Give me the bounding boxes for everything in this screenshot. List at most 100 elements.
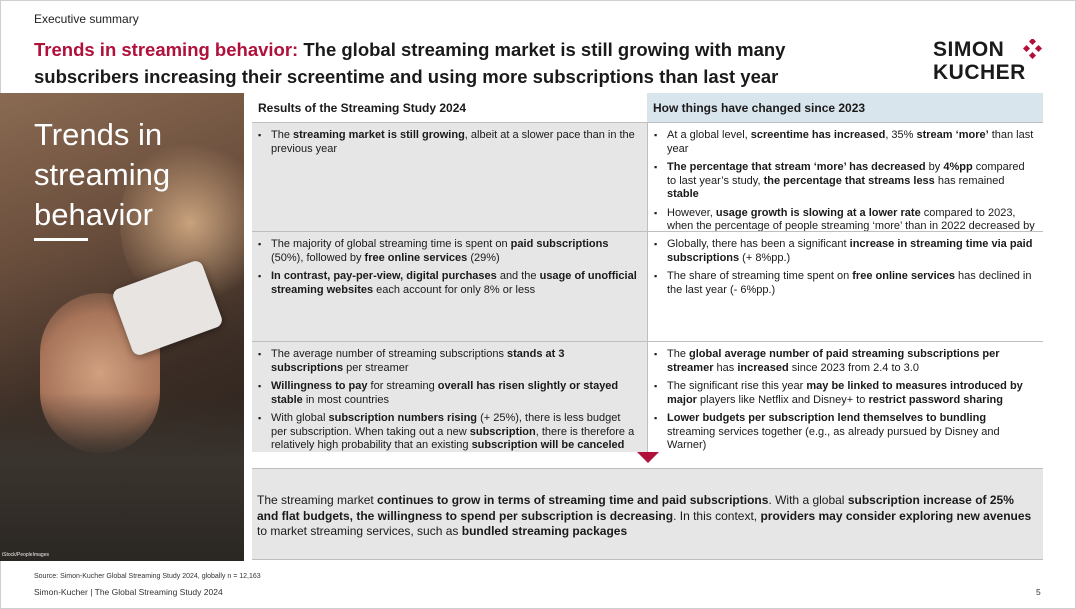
photo-credit: iStock/PeopleImages: [2, 552, 49, 558]
text-run: players like Netflix and Disney+ to: [696, 393, 869, 406]
text-run: and the: [496, 270, 540, 282]
bold-text: increased: [737, 361, 789, 374]
results-cell-3: The average number of streaming subscrip…: [252, 342, 647, 452]
bold-text: usage of unofficial streaming websites: [271, 270, 637, 296]
text-run: . In this context,: [673, 508, 761, 523]
bold-text: subscription: [469, 425, 536, 438]
summary-box: The streaming market continues to grow i…: [252, 468, 1043, 560]
changes-cell-2: Globally, there has been a significant i…: [647, 232, 1043, 341]
text-run: (29%): [467, 251, 500, 264]
right-column-header: How things have changed since 2023: [647, 93, 1043, 123]
bullet-item: Willingness to pay for streaming overall…: [252, 380, 639, 407]
bold-text: screentime has increased: [750, 129, 886, 141]
left-column-header: Results of the Streaming Study 2024: [252, 93, 647, 123]
bold-text: restrict password sharing: [868, 393, 1003, 406]
bold-text: free online services: [364, 251, 468, 264]
changes-cell-1: At a global level, screentime has increa…: [647, 123, 1043, 246]
text-run: (+ 25%), there is less budget per subscr…: [271, 412, 621, 438]
text-run: than last year: [667, 129, 1034, 155]
text-run: . With a global: [768, 493, 848, 507]
text-run: compared to 2023, when the percentage of…: [667, 206, 1035, 246]
bold-text: increase in streaming time via paid subs…: [667, 238, 1033, 264]
bold-text: stream ‘more’: [916, 129, 989, 141]
bullet-item: At a global level, screentime has increa…: [648, 129, 1035, 156]
bold-text: streaming market: [293, 129, 385, 141]
text-run: , 35%: [885, 129, 917, 141]
title-main: The global streaming market is still gro…: [34, 39, 786, 87]
text-run: (+ 8%pp.): [739, 251, 791, 264]
bold-text: subscription numbers rising: [328, 412, 478, 424]
hero-photo: [0, 93, 244, 561]
bold-text: the percentage that streams less: [763, 174, 935, 187]
text-run: in most countries: [302, 393, 389, 406]
text-run: With global: [271, 412, 329, 424]
bold-text: providers may consider exploring new ave…: [760, 508, 1032, 523]
bullet-item: The global average number of paid stream…: [648, 348, 1035, 375]
row-divider: [252, 231, 1043, 232]
source-note: Source: Simon-Kucher Global Streaming St…: [34, 573, 261, 580]
text-run: However,: [667, 206, 716, 219]
bullet-item: Globally, there has been a significant i…: [648, 238, 1035, 265]
text-run: The share of streaming time spent on: [667, 270, 853, 282]
bold-text: global average number of paid streaming …: [667, 348, 1000, 374]
text-run: streaming services together (e.g., as al…: [667, 425, 1000, 452]
footer-text: Simon-Kucher | The Global Streaming Stud…: [34, 587, 223, 597]
bold-text: free online services: [852, 270, 955, 282]
changes-cell-3: The global average number of paid stream…: [647, 342, 1043, 452]
text-run: per streamer: [343, 361, 409, 374]
text-run: Globally, there has been a significant: [667, 238, 850, 250]
bold-text: Lower budgets per subscription lend them…: [667, 412, 987, 424]
bullet-item: Lower budgets per subscription lend them…: [648, 412, 1035, 453]
slide-title: Trends in streaming behavior: The global…: [34, 36, 894, 90]
bold-text: overall has risen slightly or stayed sta…: [271, 380, 619, 406]
text-run: since 2023 from 2.4 to 3.0: [788, 361, 919, 374]
text-run: The average number of streaming subscrip…: [271, 348, 508, 360]
bold-text: paid subscriptions: [510, 238, 609, 250]
results-cell-2: The majority of global streaming time is…: [252, 232, 647, 341]
row-divider: [252, 341, 1043, 342]
title-accent: Trends in streaming behavior:: [34, 39, 299, 60]
text-run: to market streaming services, such as: [257, 524, 462, 538]
text-run: has remained: [934, 174, 1005, 187]
bold-text: The percentage that stream ‘more’ has de…: [667, 161, 926, 173]
text-run: for streaming: [367, 380, 438, 392]
results-cell-1: The streaming market is still growing, a…: [252, 123, 647, 231]
text-run: The significant rise this year: [667, 380, 807, 392]
logo-diamonds-icon: [1023, 39, 1043, 59]
bullet-item: However, usage growth is slowing at a lo…: [648, 207, 1035, 248]
text-run: each account for only 8% or less: [373, 283, 536, 296]
bullet-item: In contrast, pay-per-view, digital purch…: [252, 270, 639, 297]
section-label: Executive summary: [34, 12, 139, 26]
bold-text: stable: [667, 188, 699, 200]
simon-kucher-logo: SIMON KUCHER: [933, 38, 1043, 84]
bold-text: subscription will be canceled: [471, 439, 625, 451]
bold-text: may be linked to measures introduced by …: [667, 380, 1023, 406]
photo-title-underline: [34, 238, 88, 241]
text-run: by: [925, 161, 944, 173]
bullet-item: With global subscription numbers rising …: [252, 412, 639, 453]
text-run: The streaming market: [257, 493, 378, 507]
bullet-item: The significant rise this year may be li…: [648, 380, 1035, 407]
bold-text: subscription increase of 25% and flat bu…: [257, 493, 1014, 523]
text-run: The: [667, 348, 690, 360]
bold-text: bundled streaming packages: [461, 524, 628, 538]
text-run: has: [713, 361, 738, 374]
photo-title: Trends in streaming behavior: [34, 117, 171, 232]
bold-text: 4%pp: [943, 161, 973, 173]
bullet-item: The share of streaming time spent on fre…: [648, 270, 1035, 297]
text-run: At a global level,: [667, 129, 751, 141]
text-run: , there is therefore a relatively high p…: [271, 425, 635, 452]
bold-text: stands at 3 subscriptions: [271, 348, 565, 374]
text-run: The majority of global streaming time is…: [271, 238, 511, 250]
text-run: , albeit at a slower pace than in the pr…: [271, 129, 635, 155]
logo-line-2: KUCHER: [933, 61, 1026, 84]
bullet-item: The average number of streaming subscrip…: [252, 348, 639, 375]
bold-text: Willingness to pay: [271, 380, 368, 392]
text-run: The: [271, 129, 294, 141]
down-arrow-icon: [637, 452, 659, 463]
logo-line-1: SIMON: [933, 38, 1005, 61]
bold-text: is still growing: [384, 129, 465, 141]
page-number: 5: [1036, 587, 1041, 597]
text-run: has declined in the last year (- 6%pp.): [667, 270, 1032, 296]
bullet-item: The percentage that stream ‘more’ has de…: [648, 161, 1035, 202]
